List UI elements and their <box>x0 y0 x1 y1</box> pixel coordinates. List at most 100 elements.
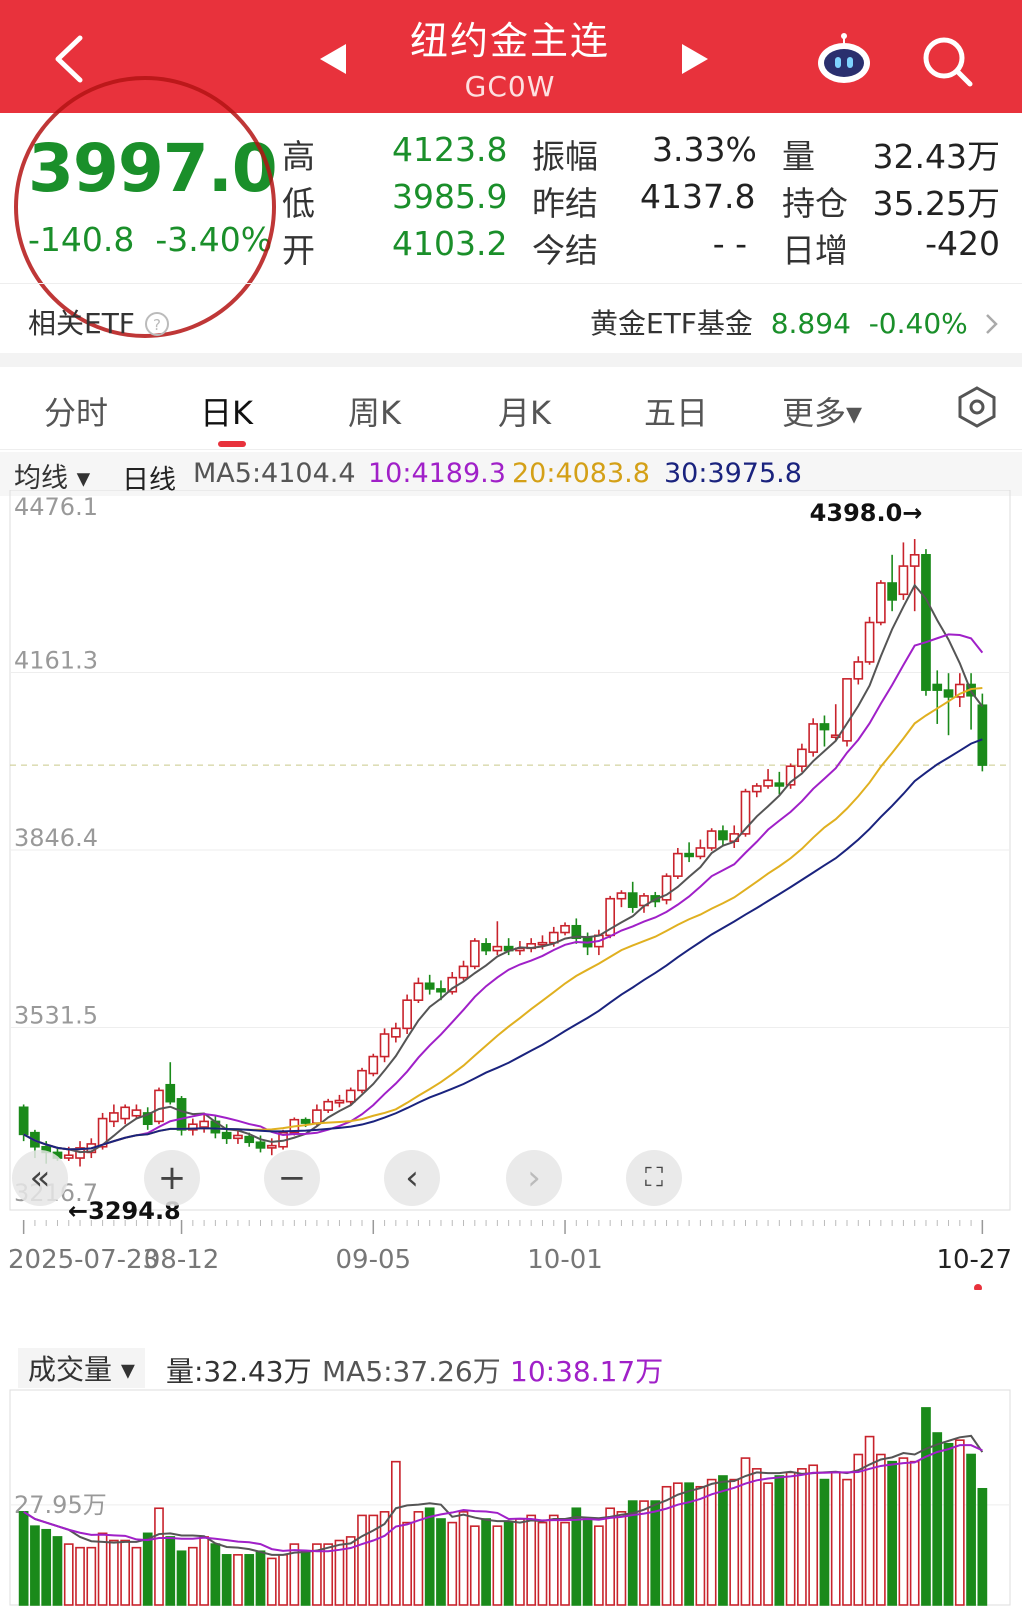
candle-body <box>537 941 548 946</box>
svg-text:?: ? <box>153 316 161 334</box>
candle-body <box>774 782 785 787</box>
candle-body <box>853 661 864 680</box>
volume-bar <box>368 1514 379 1606</box>
volume-bar <box>244 1554 255 1606</box>
stat-value: 4123.8 <box>392 130 508 169</box>
volume-bar <box>954 1439 965 1606</box>
volume-ma10: 10:38.17万 <box>510 1355 664 1388</box>
candle-body <box>390 1027 401 1038</box>
ma-selector[interactable]: 均线 ▾ <box>14 463 91 494</box>
tab-weekly-k[interactable]: 周K <box>348 394 401 432</box>
scroll-right-button[interactable]: › <box>506 1150 562 1206</box>
tab-five-day[interactable]: 五日 <box>644 394 709 432</box>
triangle-left-icon[interactable] <box>318 42 348 76</box>
ma30-line <box>23 738 983 1151</box>
candle-body <box>402 999 412 1030</box>
volume-bar <box>109 1539 119 1606</box>
volume-bar <box>853 1453 864 1606</box>
chevron-left-icon: ‹ <box>405 1158 419 1198</box>
settings-hexagon-icon[interactable] <box>955 385 999 429</box>
volume-selector[interactable]: 成交量 ▾ <box>18 1348 145 1388</box>
stat-value: 4103.2 <box>392 224 508 263</box>
section-divider <box>0 353 1022 367</box>
ma5-line <box>23 583 984 1154</box>
volume-ma5: MA5:37.26万 <box>322 1355 501 1388</box>
search-icon[interactable] <box>920 34 976 90</box>
help-icon[interactable]: ? <box>144 311 170 337</box>
chevron-left-icon[interactable] <box>50 34 90 84</box>
zoom-in-button[interactable]: + <box>144 1150 200 1206</box>
scroll-start-button[interactable]: « <box>12 1150 68 1206</box>
tab-monthly-k[interactable]: 月K <box>498 394 551 432</box>
tab-intraday[interactable]: 分时 <box>44 394 109 432</box>
volume-bar <box>650 1500 661 1606</box>
price-tick-label: 3531.5 <box>14 1002 98 1030</box>
candle-body <box>142 1112 153 1126</box>
volume-bar <box>977 1487 988 1606</box>
volume-bar <box>706 1478 717 1606</box>
x-axis-label: 09-05 <box>336 1245 412 1275</box>
fullscreen-icon: ⛶ <box>644 1162 664 1193</box>
candle-body <box>672 852 683 877</box>
ma-legend-row <box>0 452 1022 496</box>
fullscreen-button[interactable]: ⛶ <box>626 1150 682 1206</box>
volume-bar <box>75 1546 85 1606</box>
candle-body <box>797 748 807 768</box>
volume-bar <box>740 1457 751 1606</box>
volume-bar <box>571 1507 582 1606</box>
minus-icon: − <box>277 1158 307 1198</box>
x-axis-label: 10-01 <box>527 1245 603 1275</box>
current-day-dot <box>974 1284 982 1290</box>
volume-bar <box>909 1460 920 1606</box>
volume-bar <box>30 1525 40 1606</box>
stat-value: 4137.8 <box>640 177 756 216</box>
candle-body <box>808 723 819 753</box>
double-chevron-left-icon: « <box>29 1158 51 1198</box>
candle-body <box>954 683 965 698</box>
candle-body <box>921 554 931 691</box>
volume-bar <box>154 1507 164 1606</box>
volume-bar <box>142 1532 153 1606</box>
robot-icon[interactable] <box>815 30 873 88</box>
related-etf-label: 相关ETF ? <box>28 302 170 342</box>
volume-bar <box>864 1435 875 1606</box>
candle-body <box>560 924 570 934</box>
candle-body <box>875 582 886 624</box>
candle-body <box>740 790 751 835</box>
candle-body <box>334 1099 345 1104</box>
stat-value: -420 <box>925 224 1000 263</box>
zoom-out-button[interactable]: − <box>264 1150 320 1206</box>
volume-chart[interactable]: 27.95万 <box>0 1385 1022 1616</box>
candle-body <box>548 931 559 944</box>
volume-bar <box>187 1546 198 1606</box>
volume-bar <box>334 1539 345 1606</box>
tab-daily-k[interactable]: 日K <box>200 394 253 432</box>
scroll-left-button[interactable]: ‹ <box>384 1150 440 1206</box>
candle-body <box>458 965 469 979</box>
candle-body <box>436 988 446 993</box>
volume-bar <box>52 1536 63 1606</box>
triangle-right-icon[interactable] <box>680 42 710 76</box>
volume-bar <box>560 1521 570 1606</box>
volume-bar <box>492 1525 503 1606</box>
volume-bar <box>548 1514 559 1606</box>
highlight-circle <box>14 76 276 338</box>
stat-label: 高 <box>282 137 315 176</box>
candle-body <box>165 1083 176 1103</box>
candle-body <box>627 892 638 908</box>
candlestick-chart[interactable]: 4476.14161.33846.43531.53216.74398.0→←32… <box>0 490 1022 1290</box>
tab-more[interactable]: 更多▾ <box>782 394 863 432</box>
related-etf-bar[interactable] <box>0 283 1022 354</box>
volume-bar <box>255 1550 266 1606</box>
ma20-line <box>23 687 983 1151</box>
volume-bar <box>639 1500 649 1606</box>
candle-body <box>109 1112 119 1123</box>
candle-body <box>244 1135 255 1144</box>
ma5-value: MA5:4104.4 <box>193 458 356 489</box>
candle-body <box>199 1120 209 1128</box>
candle-body <box>424 982 435 990</box>
etf-fund-info[interactable]: 黄金ETF基金 8.894 -0.40% <box>590 302 999 342</box>
volume-bar <box>797 1468 807 1606</box>
candle-body <box>120 1106 131 1120</box>
candle-body <box>368 1055 379 1075</box>
